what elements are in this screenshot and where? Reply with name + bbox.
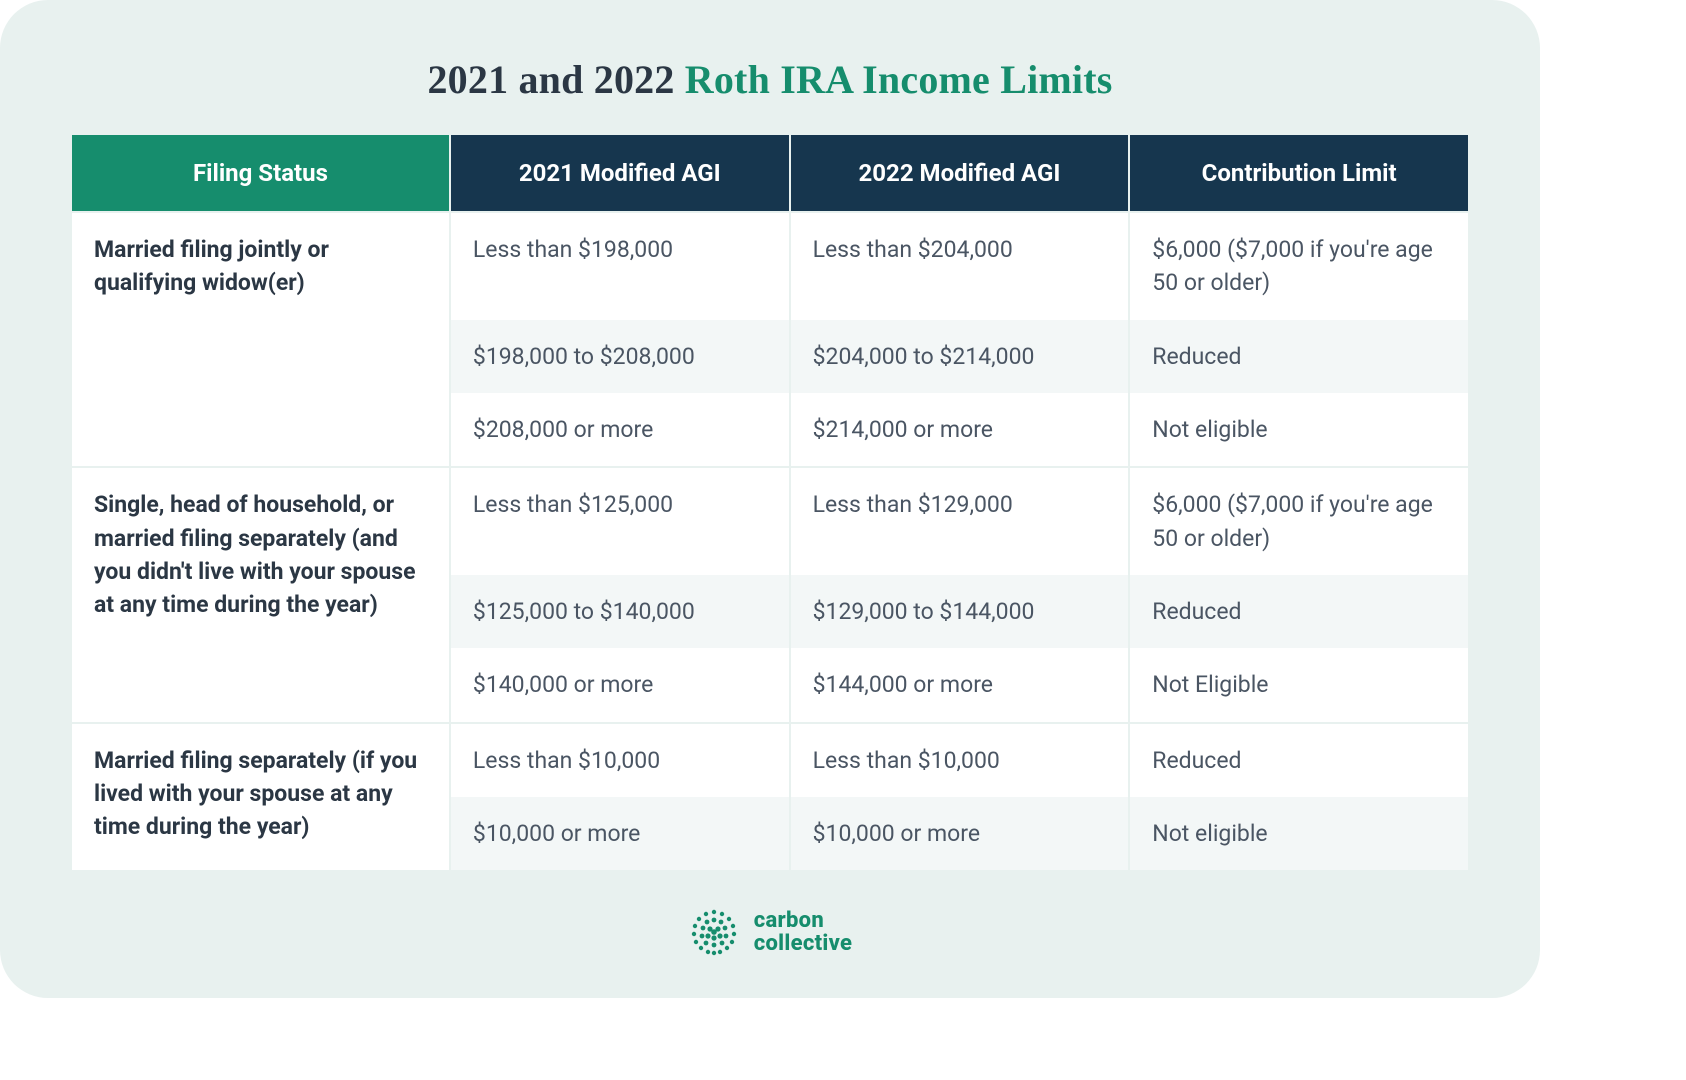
cell-agi2022: $144,000 or more: [789, 648, 1129, 721]
brand-line-2: collective: [754, 932, 853, 955]
status-cell: Single, head of household, or married fi…: [72, 466, 449, 721]
page-title: 2021 and 2022 Roth IRA Income Limits: [72, 56, 1468, 103]
cell-agi2021: Less than $198,000: [449, 211, 789, 320]
brand-name: carbon collective: [754, 909, 853, 955]
cell-agi2021: Less than $125,000: [449, 466, 789, 575]
col-header-agi-2021: 2021 Modified AGI: [449, 135, 789, 211]
brand-logo: carbon collective: [72, 906, 1468, 958]
table-row: Married filing jointly or qualifying wid…: [72, 211, 1468, 320]
cell-agi2022: Less than $129,000: [789, 466, 1129, 575]
col-header-status: Filing Status: [72, 135, 449, 211]
cell-limit: Not eligible: [1128, 393, 1468, 466]
income-limits-table: Filing Status 2021 Modified AGI 2022 Mod…: [72, 135, 1468, 870]
cell-agi2021: $140,000 or more: [449, 648, 789, 721]
table-row: Married filing separately (if you lived …: [72, 722, 1468, 797]
brand-line-1: carbon: [754, 909, 853, 932]
cell-agi2021: $10,000 or more: [449, 797, 789, 870]
cell-limit: $6,000 ($7,000 if you're age 50 or older…: [1128, 211, 1468, 320]
cell-agi2021: $198,000 to $208,000: [449, 320, 789, 393]
table-row: Single, head of household, or married fi…: [72, 466, 1468, 575]
infographic-card: 2021 and 2022 Roth IRA Income Limits Fil…: [0, 0, 1540, 998]
cell-agi2022: $10,000 or more: [789, 797, 1129, 870]
cell-agi2021: Less than $10,000: [449, 722, 789, 797]
cell-limit: Not Eligible: [1128, 648, 1468, 721]
status-cell: Married filing jointly or qualifying wid…: [72, 211, 449, 466]
cell-agi2022: $129,000 to $144,000: [789, 575, 1129, 648]
status-cell: Married filing separately (if you lived …: [72, 722, 449, 871]
col-header-contribution-limit: Contribution Limit: [1128, 135, 1468, 211]
table-header-row: Filing Status 2021 Modified AGI 2022 Mod…: [72, 135, 1468, 211]
cell-agi2022: $214,000 or more: [789, 393, 1129, 466]
cell-limit: Reduced: [1128, 722, 1468, 797]
cell-agi2022: $204,000 to $214,000: [789, 320, 1129, 393]
carbon-collective-icon: [688, 906, 740, 958]
cell-limit: $6,000 ($7,000 if you're age 50 or older…: [1128, 466, 1468, 575]
col-header-agi-2022: 2022 Modified AGI: [789, 135, 1129, 211]
cell-limit: Not eligible: [1128, 797, 1468, 870]
stage: 2021 and 2022 Roth IRA Income Limits Fil…: [0, 0, 1686, 1080]
cell-agi2021: $125,000 to $140,000: [449, 575, 789, 648]
title-accent: Roth IRA Income Limits: [685, 57, 1113, 102]
cell-limit: Reduced: [1128, 575, 1468, 648]
cell-limit: Reduced: [1128, 320, 1468, 393]
cell-agi2022: Less than $204,000: [789, 211, 1129, 320]
cell-agi2021: $208,000 or more: [449, 393, 789, 466]
cell-agi2022: Less than $10,000: [789, 722, 1129, 797]
title-prefix: 2021 and 2022: [427, 57, 684, 102]
